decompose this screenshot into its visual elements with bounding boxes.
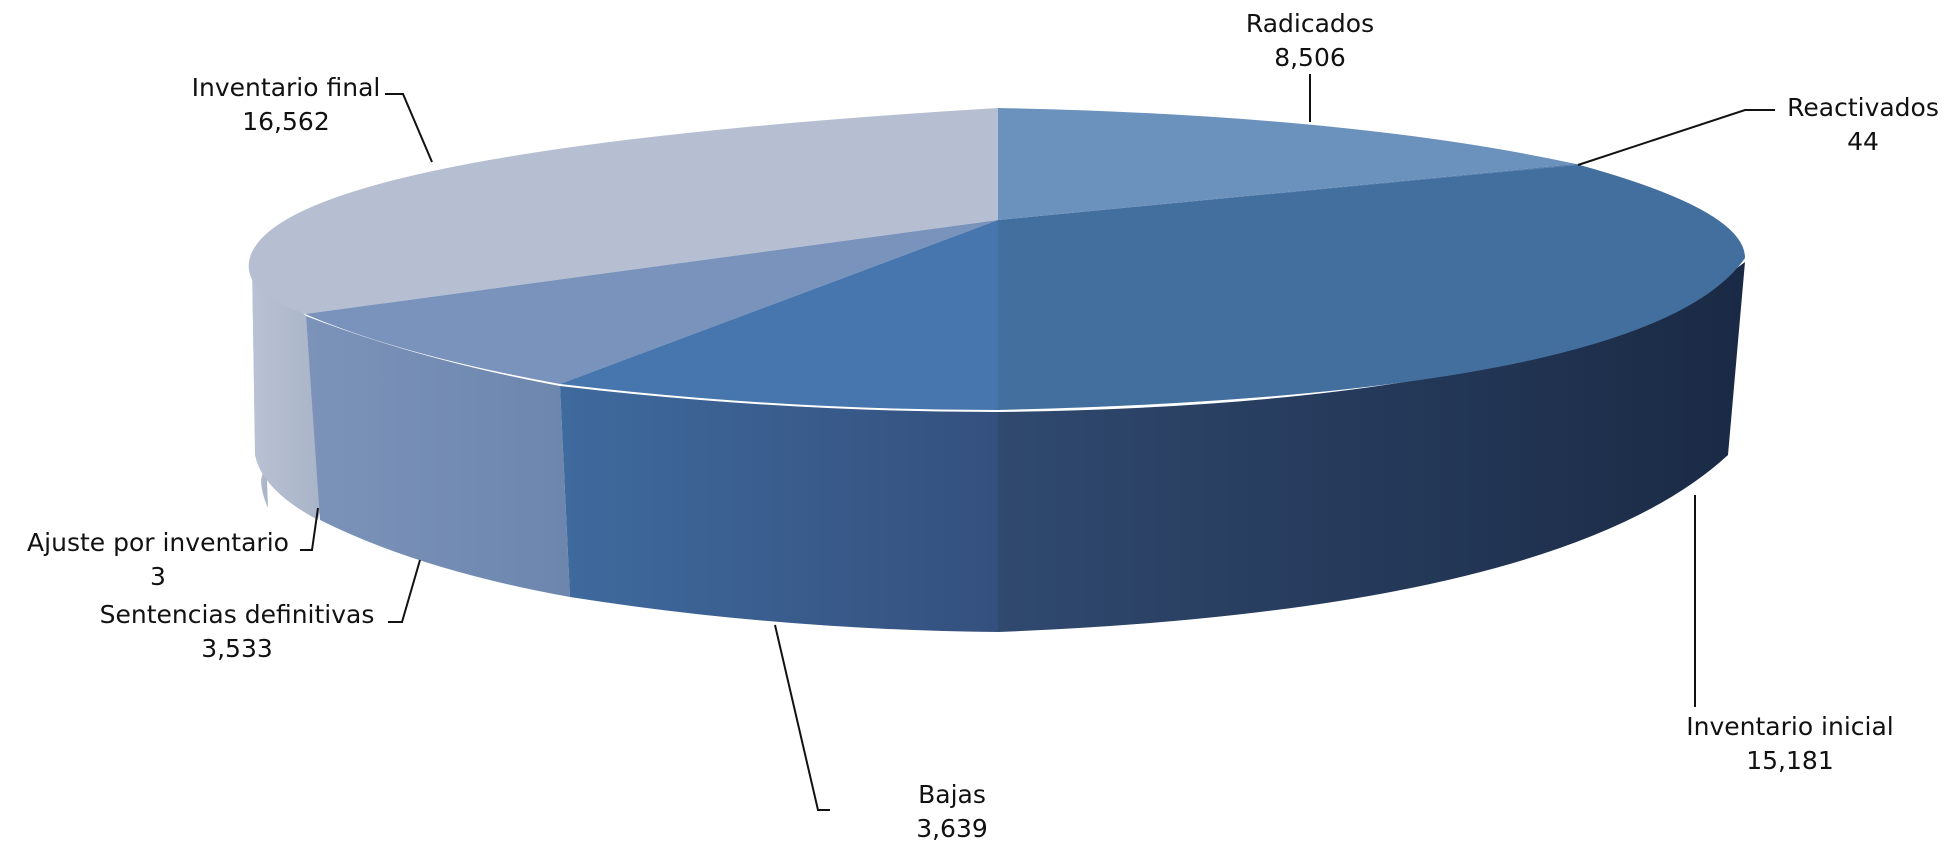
slice-bajas <box>560 220 998 410</box>
value-inventario-final: 16,562 <box>242 107 329 136</box>
label-inventario-final: Inventario final <box>192 73 381 102</box>
slice-side-inventario-final-left <box>252 262 320 520</box>
value-bajas: 3,639 <box>916 814 988 843</box>
value-radicados: 8,506 <box>1274 43 1346 72</box>
label-reactivados: Reactivados <box>1787 93 1939 122</box>
slice-reactivados <box>998 165 1578 220</box>
value-inventario-inicial: 15,181 <box>1746 746 1833 775</box>
value-reactivados: 44 <box>1847 127 1879 156</box>
slice-side-inventario-inicial <box>998 262 1745 632</box>
leader-bajas <box>774 624 830 811</box>
slice-inventario-final <box>248 108 998 314</box>
slice-inventario-inicial <box>998 164 1745 410</box>
slice-side-sentencias <box>306 316 570 597</box>
label-bajas: Bajas <box>918 780 986 809</box>
leader-reactivados <box>1577 109 1775 166</box>
label-inventario-inicial: Inventario inicial <box>1686 712 1894 741</box>
label-ajuste-por-inventario: Ajuste por inventario <box>27 528 289 557</box>
slice-side-bajas <box>560 386 998 632</box>
value-sentencias-definitivas: 3,533 <box>201 634 273 663</box>
leader-ajuste <box>300 507 319 551</box>
slice-radicados <box>998 108 1576 220</box>
label-radicados: Radicados <box>1246 9 1374 38</box>
leader-inventario-final <box>385 93 433 163</box>
slice-sentencias-definitivas <box>305 220 998 384</box>
label-sentencias-definitivas: Sentencias definitivas <box>100 600 375 629</box>
leader-sentencias <box>388 559 421 623</box>
value-ajuste-por-inventario: 3 <box>150 562 166 591</box>
